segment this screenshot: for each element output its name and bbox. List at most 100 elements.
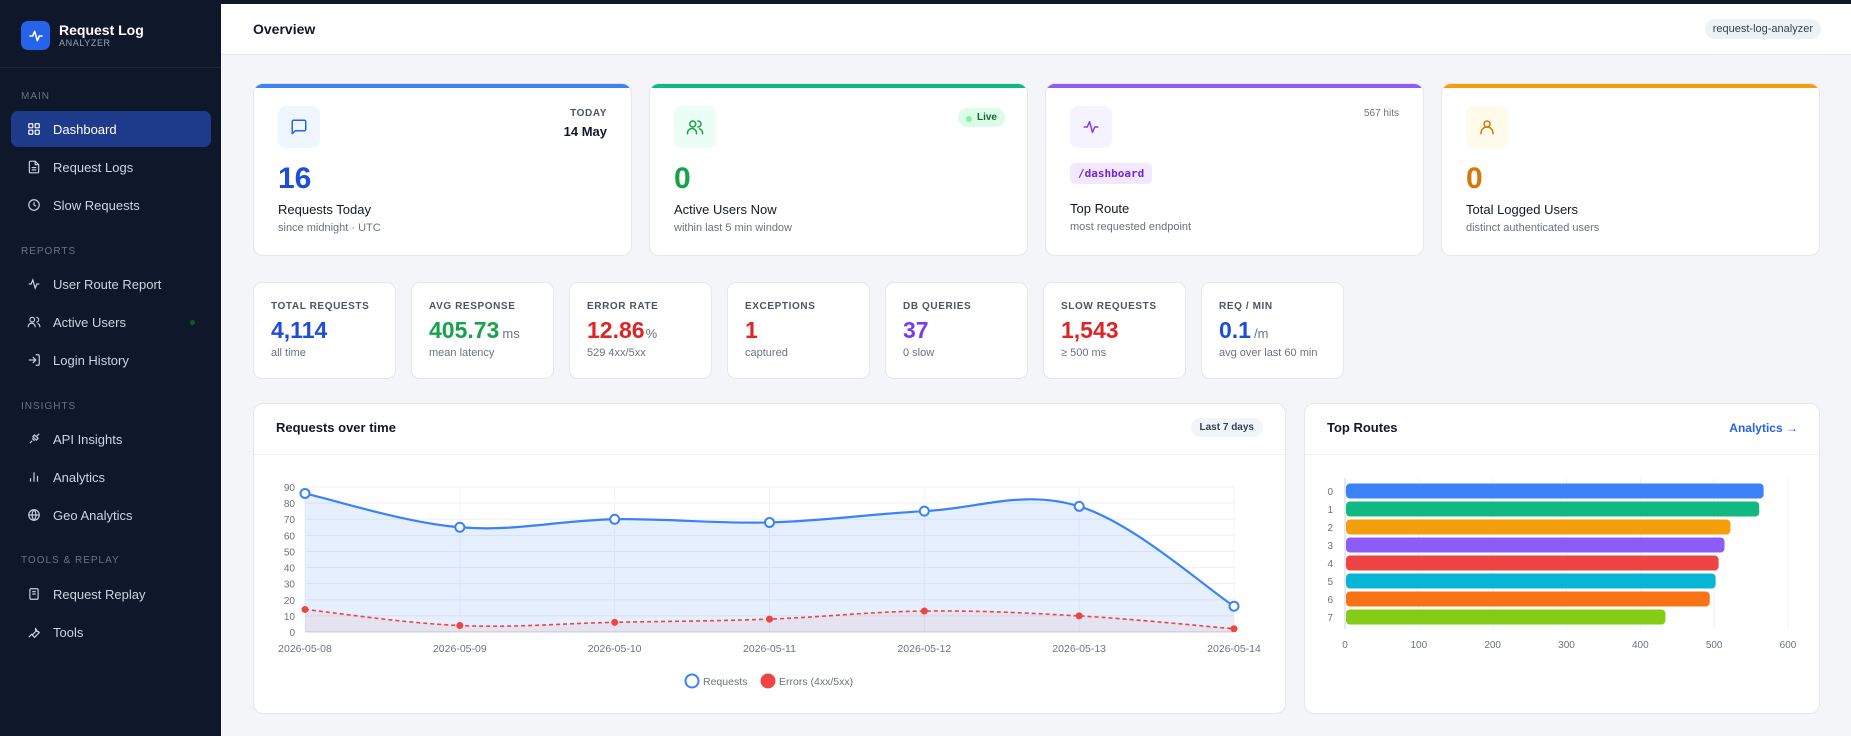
status-dot xyxy=(190,320,195,325)
sidebar-item-active-users[interactable]: Active Users xyxy=(11,304,211,340)
y-tick-label: 4 xyxy=(1327,559,1333,570)
stat-exceptions: EXCEPTIONS 1 captured xyxy=(727,282,870,379)
sidebar-item-analytics[interactable]: Analytics xyxy=(11,459,211,495)
route-bar xyxy=(1346,591,1710,607)
stat-sublabel: avg over last 60 min xyxy=(1219,347,1318,359)
requests-today-value: 16 xyxy=(278,162,312,195)
requests-point xyxy=(609,513,621,525)
stat-label: DB QUERIES xyxy=(903,301,972,312)
brand-subtitle: ANALYZER xyxy=(59,38,111,48)
section-tools: TOOLS & REPLAY xyxy=(21,555,120,566)
sidebar-item-login-history[interactable]: Login History xyxy=(11,342,211,378)
sidebar-item-label: Active Users xyxy=(53,314,126,330)
y-tick-label: 40 xyxy=(284,564,296,575)
y-tick-label: 60 xyxy=(284,531,296,542)
stat-db-queries: DB QUERIES 37 0 slow xyxy=(885,282,1028,379)
sidebar-item-slow-requests[interactable]: Slow Requests xyxy=(11,187,211,223)
y-tick-label: 90 xyxy=(284,483,296,494)
route-bar xyxy=(1346,519,1731,535)
card-accent-bar xyxy=(1442,84,1819,88)
sidebar-item-label: Analytics xyxy=(53,469,106,485)
top-routes-panel: Top Routes Analytics → 0 100 200 300 400 500 6… xyxy=(1304,403,1820,714)
users-icon xyxy=(27,316,41,328)
sidebar-item-tools[interactable]: Tools xyxy=(11,614,211,650)
divider xyxy=(0,67,221,68)
login-icon xyxy=(28,354,40,366)
sidebar-item-request-replay[interactable]: Request Replay xyxy=(11,576,211,612)
stat-label: EXCEPTIONS xyxy=(745,301,816,312)
y-tick-label: 7 xyxy=(1327,613,1333,624)
today-label: TODAY xyxy=(570,108,607,119)
y-tick-label: 80 xyxy=(284,499,296,510)
api-icon xyxy=(29,433,40,444)
requests-point xyxy=(1228,600,1240,612)
stat-value: 4,114 xyxy=(271,317,328,343)
chart-legend: Requests Errors (4xx/5xx) xyxy=(684,673,853,689)
live-badge-label: Live xyxy=(976,112,997,123)
card-label: Top Route xyxy=(1070,201,1130,216)
sidebar-item-label: Tools xyxy=(53,624,84,640)
route-bar xyxy=(1346,573,1716,589)
live-badge: Live xyxy=(957,108,1005,127)
globe-icon xyxy=(28,509,40,522)
stat-slow-requests: SLOW REQUESTS 1,543 ≥ 500 ms xyxy=(1043,282,1186,379)
stat-sublabel: ≥ 500 ms xyxy=(1061,347,1107,359)
legend-label-requests: Requests xyxy=(703,676,747,688)
x-tick-label: 600 xyxy=(1780,640,1797,651)
stat-value: 0.1 xyxy=(1219,317,1251,343)
panel-title: Top Routes xyxy=(1327,420,1398,435)
top-route-path[interactable]: /dashboard xyxy=(1070,163,1153,184)
sidebar-item-dashboard[interactable]: Dashboard xyxy=(11,111,211,147)
legend-swatch-requests xyxy=(684,673,700,689)
sidebar-item-request-logs[interactable]: Request Logs xyxy=(11,149,211,185)
stat-label: ERROR RATE xyxy=(587,301,659,312)
activity-icon xyxy=(28,278,40,290)
sidebar-item-label: API Insights xyxy=(53,431,123,447)
sidebar-item-label: Request Logs xyxy=(53,159,134,175)
x-tick-label: 2026-05-09 xyxy=(433,643,487,655)
errors-point xyxy=(1230,625,1238,633)
x-tick-label: 2026-05-11 xyxy=(743,643,796,655)
x-tick-label: 100 xyxy=(1410,640,1427,651)
stat-sublabel: all time xyxy=(271,347,306,359)
stat-label: AVG RESPONSE xyxy=(429,301,516,312)
card-sublabel: within last 5 min window xyxy=(674,222,792,234)
x-tick-label: 200 xyxy=(1484,640,1501,651)
sidebar-item-geo-analytics[interactable]: Geo Analytics xyxy=(11,497,211,533)
sidebar-item-user-route-report[interactable]: User Route Report xyxy=(11,266,211,302)
stat-value: 1,543 xyxy=(1061,317,1119,343)
x-tick-label: 2026-05-08 xyxy=(278,643,332,655)
stat-sublabel: 0 slow xyxy=(903,347,935,359)
x-tick-label: 500 xyxy=(1706,640,1723,651)
y-tick-label: 5 xyxy=(1327,577,1333,588)
requests-point xyxy=(299,487,311,499)
errors-point xyxy=(1075,612,1083,620)
activity-icon xyxy=(1070,106,1112,148)
top-route-card: 567 hits /dashboard Top Route most reque… xyxy=(1045,83,1424,256)
route-bar xyxy=(1346,501,1760,517)
card-sublabel: since midnight · UTC xyxy=(278,222,381,234)
range-badge[interactable]: Last 7 days xyxy=(1190,418,1263,437)
requests-point xyxy=(454,521,466,533)
active-users-card: Live 0 Active Users Now within last 5 mi… xyxy=(649,83,1028,256)
y-tick-label: 2 xyxy=(1327,523,1333,534)
x-tick-label: 2026-05-10 xyxy=(588,643,642,655)
stat-label: REQ / MIN xyxy=(1219,301,1273,312)
card-accent-bar xyxy=(650,84,1027,88)
divider xyxy=(1305,454,1819,455)
x-tick-label: 0 xyxy=(1342,640,1348,651)
stat-unit: /m xyxy=(1253,326,1269,341)
brand[interactable]: Request Log ANALYZER xyxy=(21,21,144,50)
stat-unit: ms xyxy=(502,326,520,341)
requests-area xyxy=(305,493,1234,632)
sidebar-item-api-insights[interactable]: API Insights xyxy=(11,421,211,457)
card-sublabel: most requested endpoint xyxy=(1070,221,1192,233)
analytics-link[interactable]: Analytics → xyxy=(1729,421,1798,435)
message-icon xyxy=(278,106,320,148)
sidebar-item-label: Dashboard xyxy=(53,121,117,137)
active-users-value: 0 xyxy=(674,162,691,195)
x-tick-label: 300 xyxy=(1558,640,1575,651)
y-tick-label: 0 xyxy=(289,628,295,639)
route-hits: 567 hits xyxy=(1363,108,1399,119)
stat-value: 1 xyxy=(745,317,758,343)
